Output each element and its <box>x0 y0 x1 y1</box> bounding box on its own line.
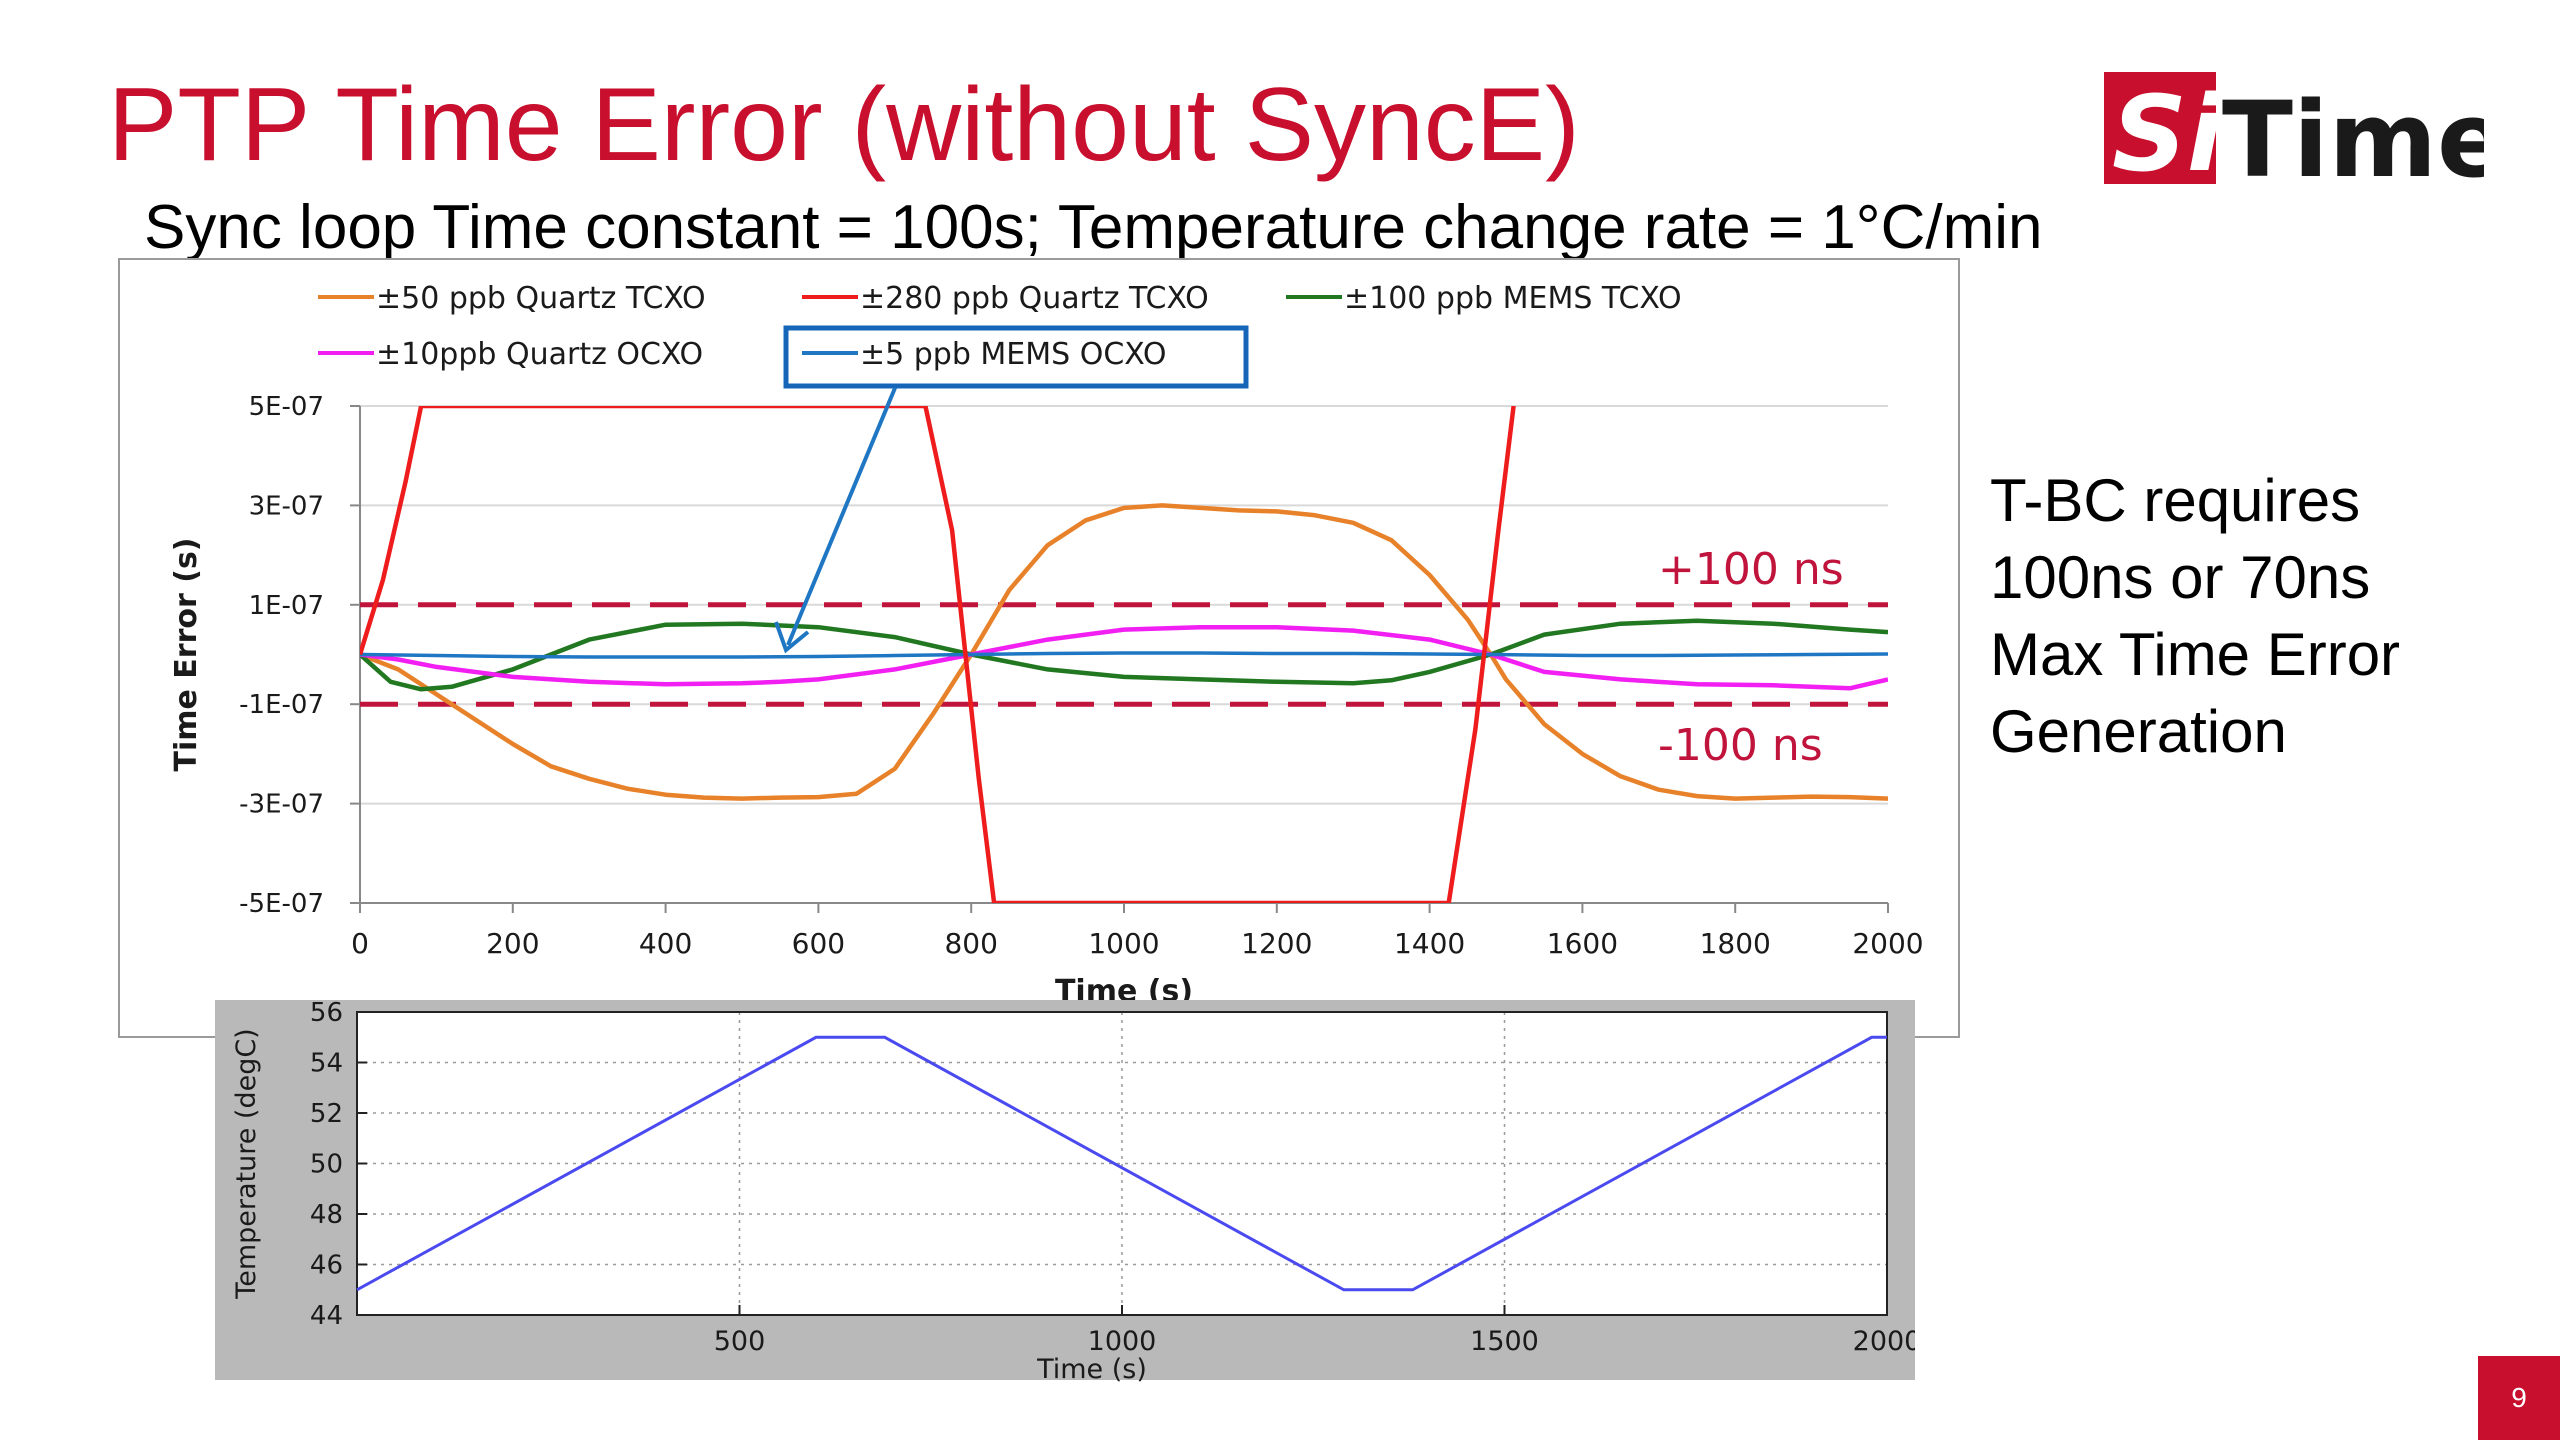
side-note-line: Generation <box>1990 698 2287 765</box>
x-tick-label: 1200 <box>1241 927 1312 960</box>
series-line <box>360 618 1888 692</box>
temperature-plot-border <box>356 1011 1888 1316</box>
temperature-y-tick-label: 56 <box>310 1000 343 1028</box>
temperature-y-tick-label: 54 <box>310 1049 343 1079</box>
series-line <box>360 651 1888 659</box>
x-tick-label: 400 <box>639 927 692 960</box>
slide-title: PTP Time Error (without SyncE) <box>108 67 1580 183</box>
x-tick-label: 800 <box>944 927 997 960</box>
slide-subtitle: Sync loop Time constant = 100s; Temperat… <box>144 193 2043 262</box>
y-axis-title: Time Error (s) <box>169 537 204 771</box>
temperature-y-tick-label: 52 <box>310 1099 343 1129</box>
y-tick-label: -3E-07 <box>239 790 324 820</box>
x-tick-label: 1000 <box>1088 927 1159 960</box>
arrow-head <box>774 621 810 654</box>
temperature-x-tick-label: 1500 <box>1470 1326 1539 1357</box>
x-tick-label: 600 <box>792 927 845 960</box>
y-tick-label: 1E-07 <box>249 591 324 621</box>
highlight-arrow <box>786 387 897 646</box>
x-tick-label: 1400 <box>1394 927 1465 960</box>
threshold-label-upper: +100 ns <box>1658 544 1844 595</box>
logo-red-square <box>2104 72 2216 184</box>
series-line <box>360 503 1888 801</box>
temperature-y-tick-label: 46 <box>310 1251 343 1281</box>
time-error-chart: 5E-07 3E-07 1E-07 -1E-07 -3E-07 -5E-07 0 200 400… <box>169 281 1924 1009</box>
x-tick-label: 200 <box>486 927 539 960</box>
legend-label: ±50 ppb Quartz TCXO <box>376 281 706 316</box>
temperature-y-axis-title: Temperature (degC) <box>231 1028 262 1299</box>
page-number: 9 <box>2478 1356 2560 1440</box>
legend-label: ±10ppb Quartz OCXO <box>376 337 703 372</box>
logo-text-time: Time <box>2222 79 2484 188</box>
series-line <box>360 406 1516 903</box>
x-tick-label: 1800 <box>1700 927 1771 960</box>
temperature-x-tick-label: 500 <box>714 1326 766 1357</box>
side-note: T-BC requires 100ns or 70ns Max Time Err… <box>1990 462 2530 770</box>
x-tick-label: 0 <box>351 927 369 960</box>
temperature-x-tick-label: 1000 <box>1088 1326 1157 1357</box>
temperature-chart: 56 54 52 50 48 46 44 500 1000 1500 2000 Time (s) Tem… <box>215 1000 1915 1385</box>
y-tick-label: 3E-07 <box>249 491 324 521</box>
logo-text-si: Si <box>2112 73 2224 188</box>
legend-label: ±100 ppb MEMS TCXO <box>1344 281 1682 316</box>
y-tick-label: 5E-07 <box>249 392 324 422</box>
sitime-logo: Si Time <box>2104 72 2484 188</box>
side-note-line: Max Time Error <box>1990 621 2401 688</box>
temperature-y-tick-label: 48 <box>310 1200 343 1230</box>
legend-label: ±5 ppb MEMS OCXO <box>860 337 1167 372</box>
side-note-line: 100ns or 70ns <box>1990 544 2371 611</box>
series-group <box>360 406 1888 903</box>
temperature-x-tick-label: 2000 <box>1853 1326 1915 1357</box>
side-note-line: T-BC requires <box>1990 467 2361 534</box>
legend-label: ±280 ppb Quartz TCXO <box>860 281 1209 316</box>
temperature-line <box>356 1035 1887 1292</box>
highlight-box <box>783 325 1249 389</box>
y-tick-label: -1E-07 <box>239 690 324 720</box>
x-tick-label: 1600 <box>1547 927 1618 960</box>
x-tick-label: 2000 <box>1852 927 1923 960</box>
series-line <box>360 624 1888 691</box>
y-tick-label: -5E-07 <box>239 889 324 919</box>
threshold-label-lower: -100 ns <box>1658 720 1823 771</box>
temperature-y-tick-label: 50 <box>310 1150 343 1180</box>
temperature-y-tick-label: 44 <box>310 1301 343 1331</box>
temperature-x-axis-title: Time (s) <box>1036 1354 1147 1385</box>
